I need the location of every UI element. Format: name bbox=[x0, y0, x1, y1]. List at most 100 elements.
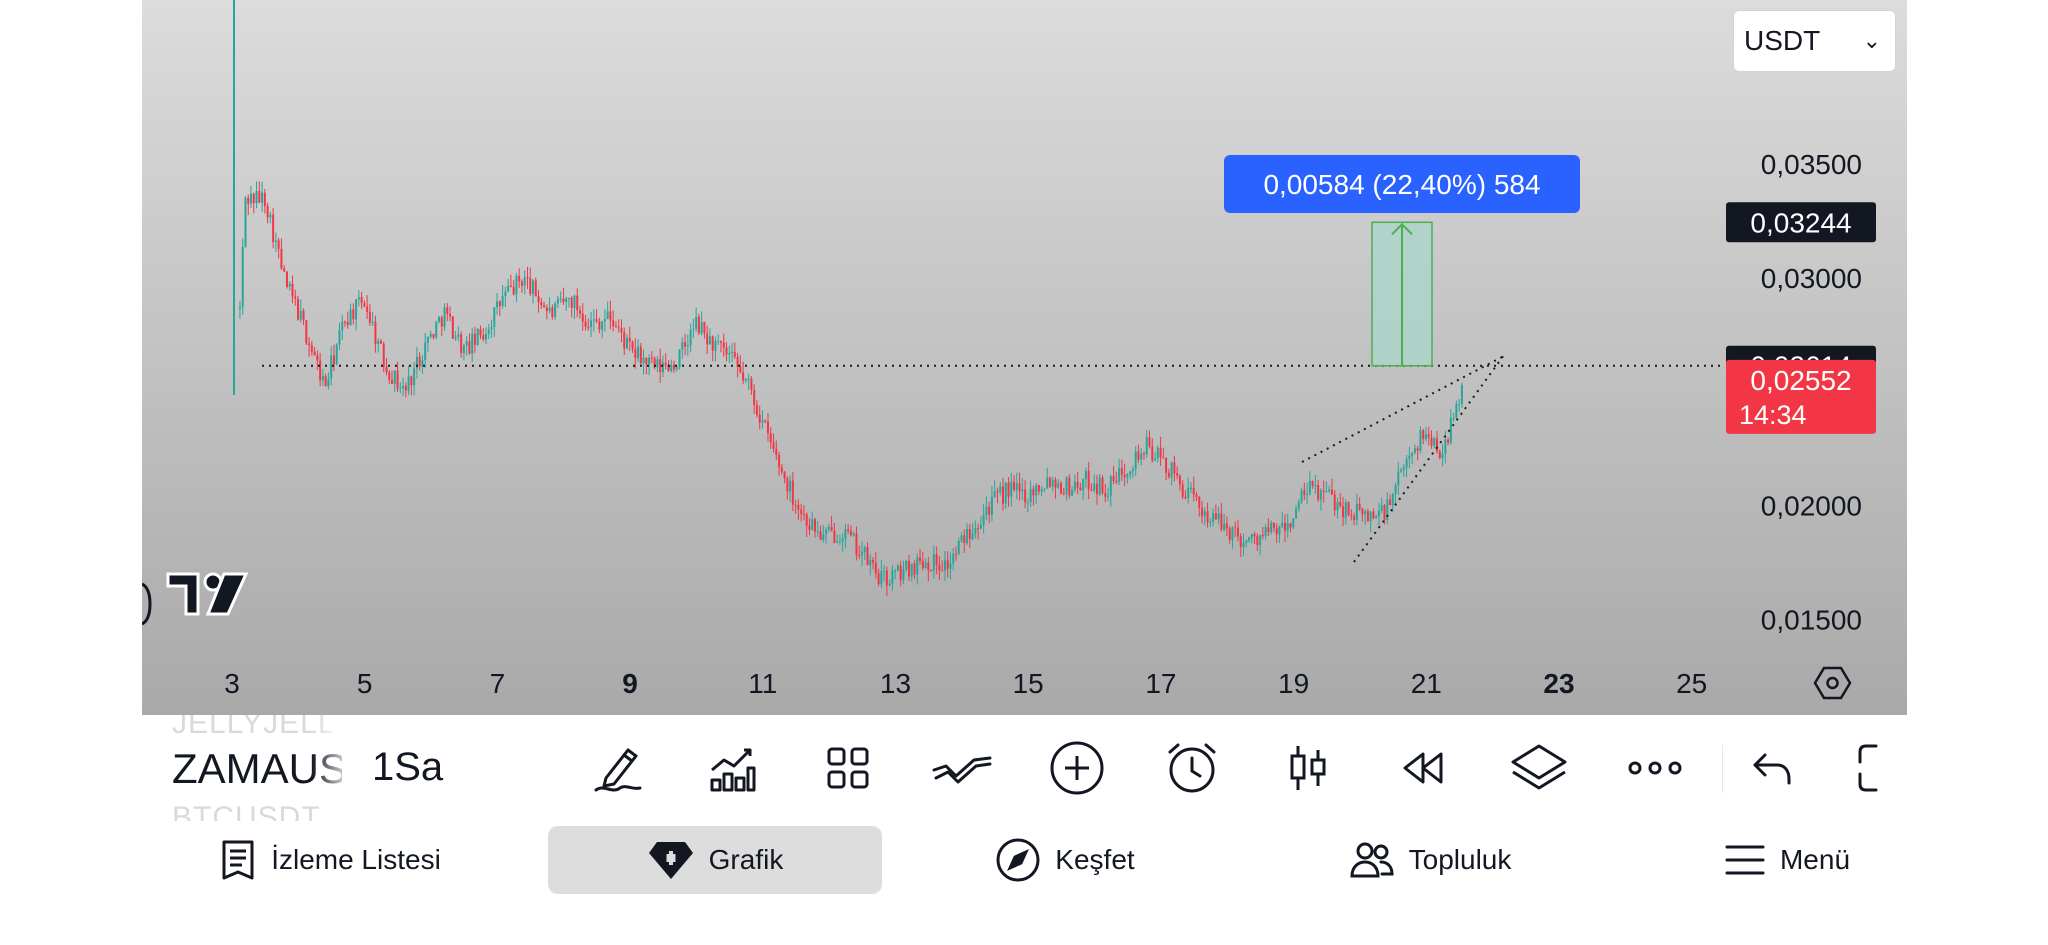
x-tick-label: 11 bbox=[748, 668, 777, 699]
candle-body bbox=[708, 336, 711, 345]
currency-select[interactable]: USDT ⌄ bbox=[1733, 10, 1896, 72]
candle-body bbox=[1377, 510, 1380, 517]
candle-body bbox=[1449, 418, 1452, 443]
candle-body bbox=[291, 283, 294, 297]
candle-body bbox=[515, 275, 518, 295]
candle-body bbox=[1394, 485, 1397, 494]
candle-body bbox=[758, 414, 761, 423]
candle-body bbox=[1295, 508, 1298, 519]
candle-body bbox=[1098, 477, 1101, 495]
symbol-next[interactable]: BTCUSDT bbox=[172, 801, 321, 821]
candle-body bbox=[297, 298, 300, 320]
y-tick-label: 0,01500 bbox=[1761, 604, 1862, 635]
candle-body bbox=[487, 329, 490, 334]
tab-chart[interactable]: Grafik bbox=[548, 826, 882, 894]
fullscreen-icon[interactable] bbox=[1854, 732, 1907, 804]
candle-body bbox=[308, 343, 311, 346]
candle-body bbox=[449, 313, 452, 317]
candle-body bbox=[498, 301, 501, 306]
tab-community[interactable]: Topluluk bbox=[1330, 826, 1530, 894]
chart-area[interactable]: 0,00584 (22,40%) 584 0,03500 0,03000 0,020… bbox=[142, 0, 1907, 715]
pen-icon[interactable] bbox=[582, 732, 654, 804]
candle-body bbox=[907, 560, 910, 577]
candle-body bbox=[642, 357, 645, 364]
candle-body bbox=[1079, 487, 1082, 491]
candle-body bbox=[313, 351, 316, 356]
axis-settings-icon[interactable] bbox=[1813, 666, 1852, 700]
candle-body bbox=[446, 307, 449, 314]
indicators-icon[interactable] bbox=[696, 732, 768, 804]
candle-body bbox=[1156, 447, 1159, 459]
drawing-tools-icon[interactable] bbox=[926, 732, 998, 804]
tab-menu[interactable]: Menü bbox=[1712, 826, 1862, 894]
more-icon[interactable] bbox=[1619, 732, 1691, 804]
candle-body bbox=[1062, 493, 1065, 495]
candle-body bbox=[1383, 505, 1386, 520]
candle-body bbox=[675, 367, 678, 370]
candle-body bbox=[426, 336, 429, 343]
layers-icon[interactable] bbox=[1503, 732, 1575, 804]
candle-body bbox=[567, 297, 570, 299]
tab-explore[interactable]: Keşfet bbox=[980, 826, 1150, 894]
candle-body bbox=[1129, 471, 1132, 475]
candle-body bbox=[548, 307, 551, 312]
candle-body bbox=[319, 360, 322, 381]
candle-body bbox=[1123, 474, 1126, 478]
candle-body bbox=[576, 295, 579, 311]
candle-body bbox=[1192, 487, 1195, 495]
layouts-icon[interactable] bbox=[812, 732, 884, 804]
candle-body bbox=[321, 376, 324, 381]
candle-body bbox=[1375, 516, 1378, 519]
candle-body bbox=[490, 327, 493, 330]
candle-body bbox=[750, 378, 753, 390]
candle-body bbox=[919, 557, 922, 562]
candle-body bbox=[1209, 521, 1212, 523]
candle-body bbox=[1275, 527, 1278, 535]
candle-body bbox=[485, 333, 488, 340]
candle-body bbox=[789, 480, 792, 492]
candle-body bbox=[1021, 489, 1024, 492]
candle-body bbox=[1131, 468, 1134, 472]
candle-body bbox=[1248, 537, 1251, 541]
measure-label-bg bbox=[1224, 155, 1580, 213]
candle-type-icon[interactable] bbox=[1272, 732, 1344, 804]
price-chart[interactable]: 0,00584 (22,40%) 584 0,03500 0,03000 0,020… bbox=[142, 0, 1907, 715]
candle-body bbox=[1115, 480, 1118, 482]
candle-body bbox=[1035, 485, 1038, 496]
candle-body bbox=[985, 506, 988, 515]
candle-body bbox=[1154, 458, 1157, 461]
candle-body bbox=[1151, 446, 1154, 461]
candle-body bbox=[717, 340, 720, 342]
interval-button[interactable]: 1Sa bbox=[372, 745, 444, 789]
candle-body bbox=[1159, 447, 1162, 458]
candle-body bbox=[1024, 489, 1027, 503]
chart-gem-icon bbox=[648, 842, 693, 879]
candle-body bbox=[766, 421, 769, 434]
candle-body bbox=[299, 310, 302, 320]
symbol-prev[interactable]: JELLYJELLY bbox=[172, 715, 332, 740]
candle-body bbox=[1413, 448, 1416, 454]
candle-body bbox=[454, 336, 457, 339]
candle-body bbox=[1314, 484, 1317, 487]
wedge-upper-line[interactable] bbox=[1301, 356, 1503, 463]
alarm-icon[interactable] bbox=[1156, 732, 1228, 804]
candle-body bbox=[352, 309, 355, 320]
replay-icon[interactable] bbox=[1387, 732, 1459, 804]
candle-body bbox=[507, 285, 510, 292]
candle-body bbox=[620, 328, 623, 333]
tab-chart-label: Grafik bbox=[708, 844, 784, 875]
wedge-lower-line[interactable] bbox=[1353, 354, 1505, 563]
add-icon[interactable] bbox=[1041, 732, 1113, 804]
candle-body bbox=[592, 319, 595, 321]
tab-watchlist[interactable]: İzleme Listesi bbox=[190, 826, 470, 894]
candle-body bbox=[874, 562, 877, 574]
undo-icon[interactable] bbox=[1736, 732, 1808, 804]
candle-body bbox=[664, 362, 667, 366]
candle-body bbox=[891, 570, 894, 584]
candle-body bbox=[537, 296, 540, 302]
candle-body bbox=[1010, 481, 1013, 497]
candle-body bbox=[504, 291, 507, 297]
candle-body bbox=[673, 364, 676, 370]
candle-body bbox=[1073, 481, 1076, 490]
candle-body bbox=[791, 480, 794, 505]
